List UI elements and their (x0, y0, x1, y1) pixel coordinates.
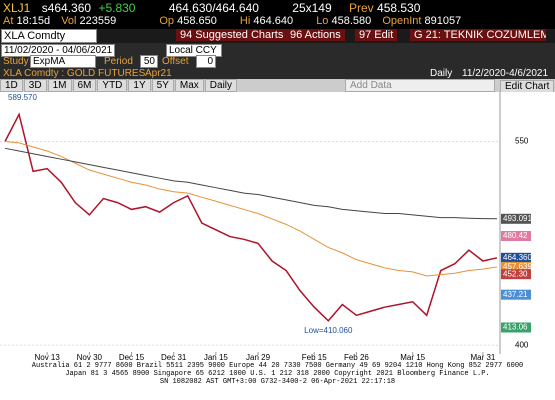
last-value-label: 452.30 (503, 269, 528, 278)
frequency: Daily (430, 68, 453, 79)
last-value-label: 413.06 (503, 323, 528, 332)
suggested-button[interactable]: 94 Suggested Charts (176, 29, 288, 41)
x-tick-label: Feb 15 (302, 353, 327, 362)
settings: 11/02/2020 - 04/06/2021 Local CCY Study … (0, 43, 555, 79)
oi-label: OpenInt (382, 15, 422, 27)
period-bar: Add Data Edit Chart 1D 3D 1M 6M YTD 1Y 5Y Max Dai… (0, 79, 555, 93)
x-tick-label: Feb 26 (344, 353, 369, 362)
y-tick-label: 400 (515, 340, 529, 349)
year-label: 2021 (291, 361, 309, 362)
page-button[interactable]: G 21: TEKNIK COZUMLEM... (410, 29, 546, 41)
prev-label: Prev (348, 1, 374, 15)
change: +5.830 (98, 1, 136, 15)
high-label: 589.570 (8, 93, 37, 102)
span: 11/2/2020-4/6/2021 (462, 68, 549, 79)
period-button[interactable]: 5Y (151, 79, 174, 92)
security-input[interactable]: XLA Comdty (1, 29, 97, 43)
last-value-tag (501, 289, 531, 300)
footer-line: Japan 81 3 4565 8900 Singapore 65 6212 1… (65, 370, 490, 378)
hi-label: Hi (239, 15, 251, 27)
period-button[interactable]: 1D (0, 79, 23, 92)
op: 458.650 (177, 15, 217, 27)
currency[interactable]: Local CCY (166, 44, 222, 57)
period-button[interactable]: Daily (204, 79, 238, 92)
last-value-label: 464.360 (503, 253, 532, 262)
period[interactable]: 50 (140, 55, 158, 68)
toolbar: XLA Comdty 94 Suggested Charts 96 Action… (0, 29, 555, 43)
last-value-tag (501, 231, 531, 242)
year-label: 2020 (80, 361, 98, 362)
vol-label: Vol (61, 15, 77, 27)
study-label: Study (3, 56, 29, 67)
x-tick-label: Mar 31 (470, 353, 495, 362)
last-value-label: 493.091 (503, 214, 532, 223)
period-button[interactable]: 1Y (128, 79, 151, 92)
x-tick-label: Jan 29 (246, 353, 271, 362)
ticker: XLJ1 (3, 1, 31, 15)
contract: Apr21 (145, 68, 172, 79)
last-value-tag (501, 322, 531, 333)
period-button[interactable]: YTD (97, 79, 128, 92)
period-button[interactable]: 3D (23, 79, 47, 92)
last-value-label: 457.639 (503, 262, 532, 271)
vol: 223559 (79, 15, 117, 27)
bid-ask: 464.630/464.640 (168, 1, 259, 15)
op-label: Op (159, 15, 175, 27)
oi: 891057 (424, 15, 462, 27)
lo-label: Lo (316, 15, 329, 27)
footer-line: SN 1082082 AST GMT+3:00 G732-3400-2 06-A… (159, 378, 396, 386)
x-tick-label: Dec 15 (119, 353, 145, 362)
offset[interactable]: 0 (196, 55, 216, 68)
size: 25x149 (292, 1, 332, 15)
lo: 458.580 (331, 15, 372, 27)
header-row2: At 18:15d Vol 223559 Op 458.650 Hi 464.6… (3, 15, 461, 27)
edit-button[interactable]: 97 Edit (355, 29, 398, 41)
low-label: Low=410.060 (304, 326, 353, 335)
last-value-label: 437.21 (503, 290, 528, 299)
period-button[interactable]: 6M (72, 79, 97, 92)
series-line (4, 147, 498, 220)
period-button[interactable]: Max (174, 79, 204, 92)
x-tick-label: Jan 15 (204, 353, 229, 362)
last-value-tag (501, 252, 531, 263)
security-name: XLA Comdty : GOLD FUTURES (3, 68, 146, 79)
header-row: XLJ1 s464.360 +5.830 464.630/464.640 25x… (3, 1, 420, 15)
y-tick-label: 550 (515, 137, 529, 146)
study[interactable]: ExpMA (30, 55, 96, 68)
x-tick-label: Dec 31 (161, 353, 187, 362)
footer: Australia 61 2 9777 8600 Brazil 5511 239… (0, 362, 555, 400)
last: s464.360 (41, 1, 92, 15)
time: 18:15d (16, 15, 51, 27)
period-button[interactable]: 1M (47, 79, 72, 92)
prev: 458.530 (377, 1, 421, 15)
series-line (4, 141, 498, 277)
x-tick-label: Nov 13 (34, 353, 60, 362)
footer-line: Australia 61 2 9777 8600 Brazil 5511 239… (31, 362, 524, 370)
last-value-tag (501, 269, 531, 280)
actions-button[interactable]: 96 Actions (286, 29, 345, 41)
period-label: Period (104, 56, 133, 67)
at-label: At (3, 15, 14, 27)
last-value-label: 480.42 (503, 231, 528, 240)
hi: 464.640 (253, 15, 294, 27)
last-value-tag (501, 261, 531, 272)
series-line (4, 112, 498, 322)
offset-label: Offset (162, 56, 189, 67)
x-tick-label: Mar 15 (400, 353, 425, 362)
x-tick-label: Nov 30 (77, 353, 103, 362)
add-data[interactable]: Add Data (345, 79, 495, 92)
chart: 400 550 Nov 13 Nov 30 Dec 15 Dec 31 Jan 15 Jan … (0, 92, 555, 362)
last-value-tag (501, 213, 531, 224)
